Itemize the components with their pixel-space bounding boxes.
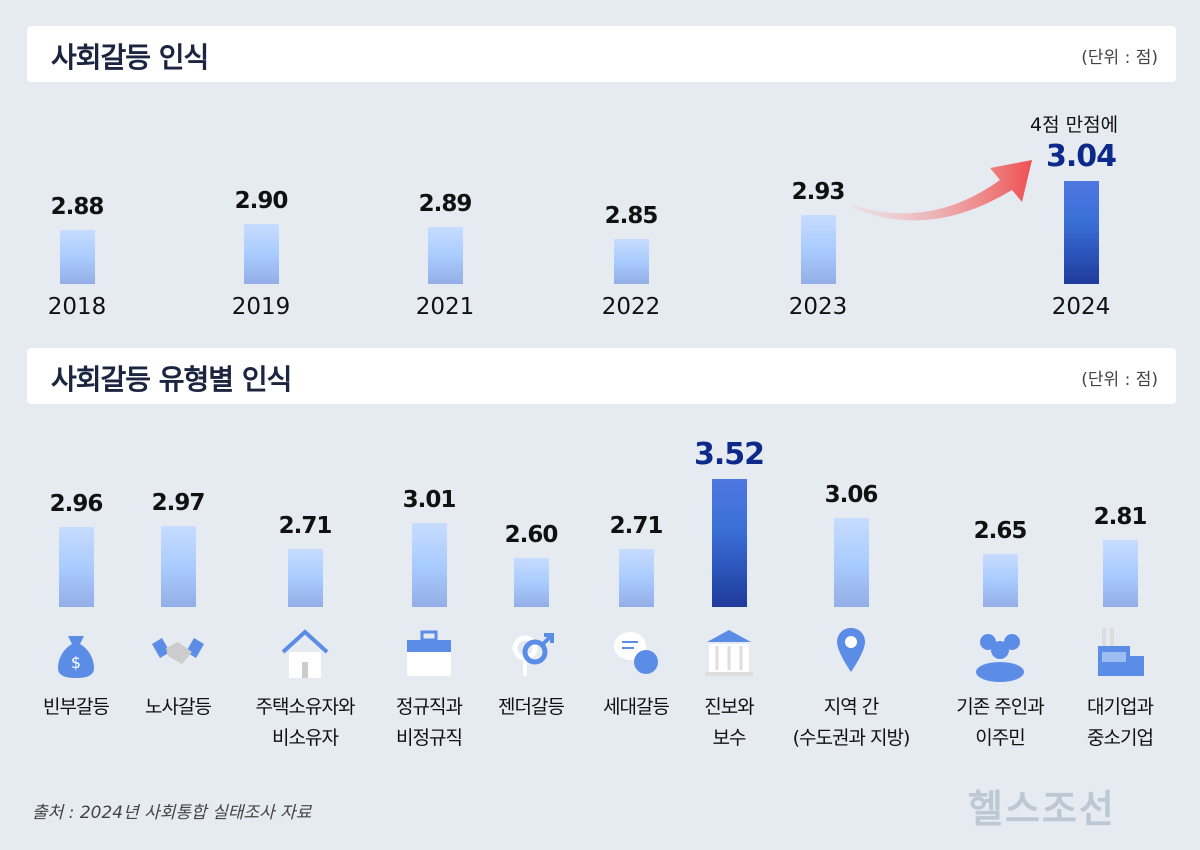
chart1-header: 사회갈등 인식 (단위 : 점) — [27, 26, 1176, 82]
briefcase-icon — [399, 622, 459, 682]
category-label: 기존 주인과 이주민 — [956, 696, 1044, 749]
money-bag-icon: $ — [46, 622, 106, 682]
logo: 헬스조선 — [968, 787, 1116, 831]
category-label: 진보와 보수 — [704, 696, 754, 749]
bar-2019 — [244, 224, 279, 284]
bar-2024 — [1064, 181, 1099, 284]
category-label: 지역 간 (수도권과 지방) — [792, 696, 911, 749]
factory-icon — [1090, 622, 1150, 682]
house-icon — [275, 622, 335, 682]
bar — [161, 526, 196, 607]
source-note: 출처 : 2024년 사회통합 실태조사 자료 — [32, 803, 312, 823]
bar — [288, 548, 323, 607]
category-label: 주택소유자와 비소유자 — [255, 696, 356, 749]
value-label: 2.60 — [504, 521, 559, 548]
category-label: 빈부갈등 — [43, 696, 110, 718]
value-label: 2.88 — [50, 194, 105, 221]
chart1-unit: (단위 : 점) — [1081, 48, 1158, 68]
value-label: 3.52 — [693, 436, 765, 472]
value-label: 2.89 — [418, 191, 473, 218]
category-label: 노사갈등 — [145, 696, 212, 718]
government-building-icon — [699, 622, 759, 682]
value-label: 2.71 — [609, 512, 664, 539]
bar — [834, 518, 869, 607]
trend-arrow-icon — [853, 160, 1032, 221]
value-label: 3.04 — [1045, 139, 1117, 175]
bar — [1103, 539, 1138, 607]
bar — [59, 527, 94, 607]
gender-icon — [501, 622, 561, 682]
chat-bubbles-icon — [606, 622, 666, 682]
bar — [619, 548, 654, 607]
value-label: 3.01 — [402, 486, 457, 513]
x-tick-label: 2023 — [788, 294, 848, 320]
x-tick-label: 2021 — [415, 294, 475, 320]
value-label: 2.65 — [973, 517, 1028, 544]
handshake-icon — [148, 622, 208, 682]
chart2-unit: (단위 : 점) — [1081, 370, 1158, 390]
people-group-icon — [970, 622, 1030, 682]
bar-2023 — [801, 214, 836, 284]
value-label: 2.81 — [1093, 503, 1148, 530]
chart1-title: 사회갈등 인식 — [51, 41, 209, 74]
bar — [412, 522, 447, 607]
category-label: 대기업과 중소기업 — [1087, 696, 1154, 749]
annotation-note: 4점 만점에 — [1030, 114, 1119, 136]
x-tick-label: 2019 — [231, 294, 291, 320]
bar-2022 — [614, 239, 649, 284]
value-label: 2.71 — [278, 512, 333, 539]
value-label: 2.90 — [234, 188, 289, 215]
location-pin-icon — [821, 622, 881, 682]
bar — [983, 553, 1018, 607]
value-label: 2.97 — [151, 490, 206, 517]
value-label: 2.93 — [791, 178, 846, 205]
bar-2021 — [428, 227, 463, 284]
svg-text:$: $ — [71, 653, 81, 672]
chart2-title: 사회갈등 유형별 인식 — [51, 363, 292, 396]
category-label: 세대갈등 — [603, 696, 670, 718]
x-tick-label: 2024 — [1051, 294, 1111, 320]
value-label: 2.85 — [604, 203, 659, 230]
category-label: 젠더갈등 — [498, 696, 565, 718]
x-tick-label: 2022 — [601, 294, 661, 320]
bar-2018 — [60, 230, 95, 284]
x-tick-label: 2018 — [47, 294, 107, 320]
value-label: 3.06 — [824, 482, 879, 509]
chart2-header: 사회갈등 유형별 인식 (단위 : 점) — [27, 348, 1176, 404]
bar — [514, 557, 549, 607]
value-label: 2.96 — [49, 491, 104, 518]
bar — [712, 478, 747, 607]
category-label: 정규직과 비정규직 — [396, 696, 463, 749]
